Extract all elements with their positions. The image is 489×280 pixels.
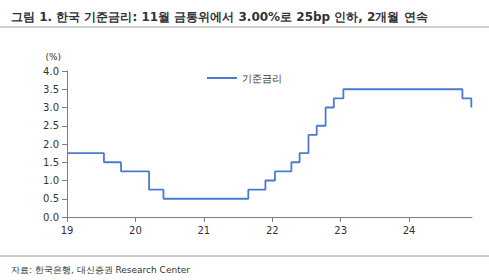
svg-text:4.0: 4.0 xyxy=(43,66,59,77)
svg-text:1.5: 1.5 xyxy=(43,157,59,168)
svg-text:1.0: 1.0 xyxy=(43,175,59,186)
svg-text:3.0: 3.0 xyxy=(43,102,59,113)
svg-text:24: 24 xyxy=(403,225,416,236)
svg-text:0.0: 0.0 xyxy=(43,212,59,223)
svg-text:3.5: 3.5 xyxy=(43,84,59,95)
svg-text:19: 19 xyxy=(61,225,74,236)
svg-text:(%): (%) xyxy=(45,52,61,62)
svg-text:자료: 한국은행, 대신증권 Research Center: 자료: 한국은행, 대신증권 Research Center xyxy=(11,265,190,275)
svg-text:23: 23 xyxy=(334,225,347,236)
svg-text:21: 21 xyxy=(197,225,210,236)
svg-text:20: 20 xyxy=(129,225,142,236)
svg-text:0.5: 0.5 xyxy=(43,193,59,204)
svg-text:그림 1. 한국 기준금리: 11월 금통위에서 3.00%: 그림 1. 한국 기준금리: 11월 금통위에서 3.00%로 25bp 인하,… xyxy=(11,10,428,24)
svg-text:기준금리: 기준금리 xyxy=(242,73,282,84)
svg-text:22: 22 xyxy=(266,225,279,236)
svg-text:2.5: 2.5 xyxy=(43,120,59,131)
svg-text:2.0: 2.0 xyxy=(43,139,59,150)
